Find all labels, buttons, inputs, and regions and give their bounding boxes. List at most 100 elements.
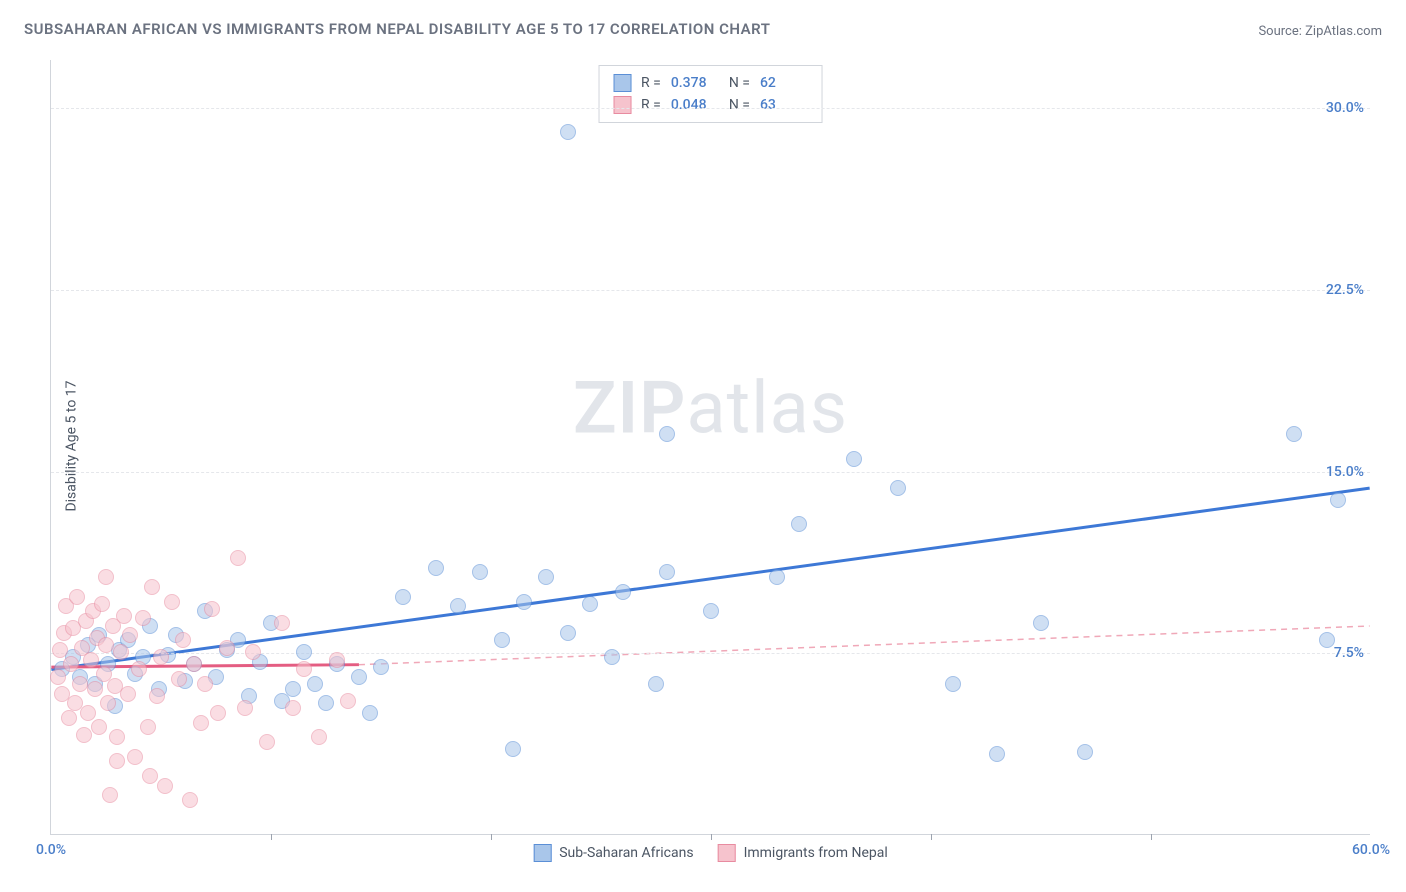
scatter-point-blue — [582, 596, 598, 612]
scatter-point-blue — [395, 589, 411, 605]
scatter-point-pink — [193, 715, 209, 731]
scatter-point-pink — [94, 596, 110, 612]
y-tick-label: 7.5% — [1334, 645, 1364, 661]
x-tick — [711, 834, 712, 840]
watermark: ZIPatlas — [573, 366, 848, 451]
scatter-point-pink — [164, 594, 180, 610]
scatter-point-pink — [285, 700, 301, 716]
scatter-point-pink — [113, 644, 129, 660]
scatter-point-pink — [171, 671, 187, 687]
scatter-point-pink — [175, 632, 191, 648]
n-label: N = — [729, 97, 750, 113]
scatter-point-blue — [1077, 744, 1093, 760]
scatter-point-blue — [703, 603, 719, 619]
scatter-point-pink — [109, 729, 125, 745]
legend-label-pink: Immigrants from Nepal — [744, 845, 888, 861]
scatter-point-blue — [615, 584, 631, 600]
scatter-point-pink — [182, 792, 198, 808]
x-tick-label: 60.0% — [1352, 842, 1390, 858]
scatter-point-pink — [63, 656, 79, 672]
y-tick-label: 15.0% — [1326, 464, 1364, 480]
legend-bottom: Sub-Saharan Africans Immigrants from Nep… — [533, 844, 888, 862]
scatter-point-blue — [560, 124, 576, 140]
scatter-point-pink — [83, 652, 99, 668]
n-label: N = — [729, 75, 750, 91]
scatter-point-blue — [1286, 426, 1302, 442]
scatter-point-pink — [142, 768, 158, 784]
swatch-pink — [613, 96, 631, 114]
gridline-h — [51, 472, 1370, 473]
scatter-point-pink — [127, 749, 143, 765]
source-credit: Source: ZipAtlas.com — [1258, 24, 1382, 39]
scatter-point-pink — [52, 642, 68, 658]
scatter-point-blue — [989, 746, 1005, 762]
scatter-point-pink — [311, 729, 327, 745]
y-tick-label: 30.0% — [1326, 100, 1364, 116]
scatter-point-blue — [351, 669, 367, 685]
scatter-point-pink — [87, 681, 103, 697]
scatter-point-pink — [329, 652, 345, 668]
y-tick-label: 22.5% — [1326, 282, 1364, 298]
scatter-point-pink — [237, 700, 253, 716]
scatter-point-pink — [274, 615, 290, 631]
scatter-point-pink — [153, 649, 169, 665]
legend-label-blue: Sub-Saharan Africans — [559, 845, 693, 861]
swatch-pink — [718, 844, 736, 862]
plot-area: ZIPatlas R = 0.378 N = 62 R = 0.048 N = … — [50, 60, 1370, 835]
scatter-point-blue — [1319, 632, 1335, 648]
scatter-point-pink — [135, 610, 151, 626]
scatter-point-pink — [122, 627, 138, 643]
n-value-blue: 62 — [760, 75, 808, 91]
scatter-point-pink — [116, 608, 132, 624]
scatter-point-pink — [98, 637, 114, 653]
scatter-point-blue — [890, 480, 906, 496]
scatter-point-blue — [846, 451, 862, 467]
x-tick — [931, 834, 932, 840]
scatter-point-pink — [61, 710, 77, 726]
scatter-point-pink — [340, 693, 356, 709]
r-label: R = — [641, 97, 661, 113]
scatter-point-pink — [144, 579, 160, 595]
scatter-point-blue — [494, 632, 510, 648]
scatter-point-pink — [76, 727, 92, 743]
scatter-point-blue — [516, 594, 532, 610]
scatter-point-blue — [659, 564, 675, 580]
scatter-point-pink — [259, 734, 275, 750]
scatter-point-pink — [102, 787, 118, 803]
scatter-point-pink — [186, 656, 202, 672]
r-label: R = — [641, 75, 661, 91]
scatter-point-pink — [197, 676, 213, 692]
swatch-blue — [613, 74, 631, 92]
legend-item-pink: Immigrants from Nepal — [718, 844, 888, 862]
scatter-point-blue — [1330, 492, 1346, 508]
scatter-point-blue — [318, 695, 334, 711]
scatter-point-pink — [204, 601, 220, 617]
scatter-point-pink — [296, 661, 312, 677]
scatter-point-pink — [109, 753, 125, 769]
scatter-point-pink — [72, 676, 88, 692]
scatter-point-blue — [769, 569, 785, 585]
watermark-atlas: atlas — [686, 366, 848, 451]
legend-stats-box: R = 0.378 N = 62 R = 0.048 N = 63 — [598, 65, 823, 123]
scatter-point-blue — [362, 705, 378, 721]
source-label: Source: — [1258, 24, 1301, 39]
scatter-point-blue — [538, 569, 554, 585]
scatter-point-blue — [659, 426, 675, 442]
x-tick — [271, 834, 272, 840]
scatter-point-pink — [98, 569, 114, 585]
scatter-point-blue — [307, 676, 323, 692]
scatter-point-blue — [428, 560, 444, 576]
r-value-pink: 0.048 — [671, 97, 719, 113]
scatter-point-blue — [505, 741, 521, 757]
swatch-blue — [533, 844, 551, 862]
scatter-point-blue — [648, 676, 664, 692]
scatter-point-blue — [604, 649, 620, 665]
scatter-point-blue — [296, 644, 312, 660]
legend-stats-row-blue: R = 0.378 N = 62 — [613, 72, 808, 94]
scatter-point-pink — [219, 640, 235, 656]
scatter-point-blue — [285, 681, 301, 697]
x-tick — [1151, 834, 1152, 840]
scatter-point-blue — [560, 625, 576, 641]
scatter-point-blue — [1033, 615, 1049, 631]
n-value-pink: 63 — [760, 97, 808, 113]
